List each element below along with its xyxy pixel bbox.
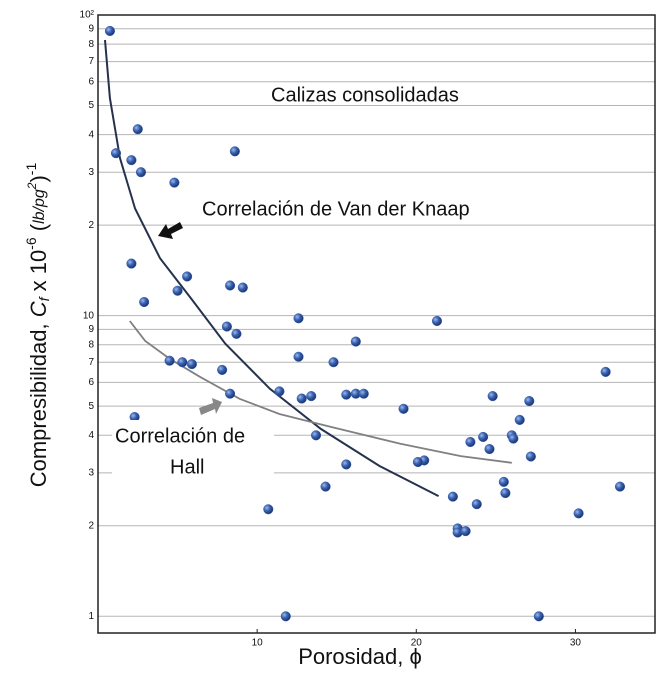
data-point <box>280 611 291 622</box>
data-point <box>263 504 274 515</box>
x-tick-label: 20 <box>411 638 423 649</box>
data-point <box>525 451 536 462</box>
data-point <box>306 391 317 402</box>
data-point <box>296 393 307 404</box>
chart-title: Calizas consolidadas <box>271 84 459 106</box>
y-label-part: x 10 <box>26 250 51 298</box>
data-point <box>225 280 236 291</box>
data-point <box>172 285 183 296</box>
y-tick-label: 2 <box>88 520 94 531</box>
y-axis-label: Compresibilidad, Cf x 10-6 (lb/pg2)-1 <box>23 163 52 488</box>
data-point <box>447 491 458 502</box>
data-point <box>500 488 511 499</box>
data-point <box>341 389 352 400</box>
data-point <box>350 336 361 347</box>
y-label-part: C <box>26 301 51 317</box>
y-tick-label: 10 <box>83 310 95 321</box>
y-tick-label: 1 <box>88 611 94 622</box>
curve-label: Correlación de <box>115 425 245 447</box>
y-tick-label: 3 <box>88 468 94 479</box>
y-label-part: ( <box>26 223 51 237</box>
data-point <box>126 155 137 166</box>
data-point <box>177 357 188 368</box>
x-tick-label: 10 <box>252 638 264 649</box>
data-point <box>126 258 137 269</box>
y-label-part: lb/pg <box>31 189 48 224</box>
data-point <box>293 313 304 324</box>
y-tick-label: 9 <box>88 324 94 335</box>
arrow <box>199 398 222 415</box>
data-point <box>412 456 423 468</box>
correlation-curve <box>129 320 512 464</box>
y-tick-label: 3 <box>88 167 94 178</box>
data-point <box>524 395 535 407</box>
y-tick-label: 4 <box>88 129 94 140</box>
data-point <box>169 177 180 188</box>
y-tick-label: 6 <box>88 76 94 87</box>
y-tick-label: 7 <box>88 357 94 368</box>
curve-label: Hall <box>170 456 204 478</box>
data-point <box>341 459 352 470</box>
y-label-part: -1 <box>23 163 39 176</box>
data-point <box>478 431 489 442</box>
plot-frame <box>97 14 656 634</box>
data-point <box>614 481 626 492</box>
data-point <box>431 315 443 327</box>
x-tick-label: 30 <box>570 638 582 649</box>
y-tick-label: 6 <box>88 377 94 388</box>
data-point <box>135 167 147 178</box>
correlation-curve <box>104 39 440 497</box>
y-tick-label: 9 <box>88 23 94 34</box>
data-point <box>328 357 339 368</box>
curve-label: Correlación de Van der Knaap <box>202 198 470 220</box>
data-point <box>132 124 143 135</box>
y-tick-label: 5 <box>88 401 94 412</box>
y-label-part: ) <box>26 175 51 182</box>
y-tick-label: 8 <box>88 39 94 50</box>
data-point <box>460 526 471 537</box>
x-axis-label: Porosidad, ϕ <box>298 644 422 669</box>
data-point <box>498 476 509 487</box>
data-point <box>514 414 525 425</box>
data-point <box>293 351 304 362</box>
data-point <box>484 444 495 455</box>
y-label-part: Compresibilidad, <box>26 317 51 487</box>
data-point <box>221 321 232 332</box>
data-point <box>573 508 584 519</box>
y-label-part: 2 <box>25 182 39 190</box>
data-point <box>471 499 482 510</box>
data-point <box>139 296 150 308</box>
data-point <box>310 430 322 441</box>
data-point <box>487 391 498 402</box>
label-background <box>112 420 274 486</box>
data-point <box>231 328 242 339</box>
data-point <box>229 146 240 157</box>
data-point <box>274 386 285 397</box>
y-tick-label: 10² <box>80 10 95 21</box>
y-tick-label: 2 <box>88 220 94 231</box>
data-point <box>110 148 122 159</box>
data-point <box>600 366 611 377</box>
data-point <box>398 403 409 414</box>
data-point <box>164 355 175 366</box>
arrow <box>158 222 183 239</box>
data-point <box>217 364 228 375</box>
data-point <box>465 436 476 448</box>
y-label-part: f <box>36 295 52 301</box>
y-tick-label: 8 <box>88 339 94 350</box>
data-point <box>225 388 236 399</box>
data-point <box>182 271 193 282</box>
data-point <box>533 611 544 622</box>
y-tick-label: 5 <box>88 100 94 111</box>
data-point <box>237 282 248 293</box>
y-label-part: -6 <box>23 237 39 250</box>
data-point <box>104 25 115 37</box>
y-tick-label: 7 <box>88 56 94 67</box>
data-point <box>186 359 197 370</box>
y-tick-label: 4 <box>88 430 94 441</box>
data-point <box>358 388 369 399</box>
data-point <box>508 433 519 444</box>
data-point <box>320 481 331 492</box>
